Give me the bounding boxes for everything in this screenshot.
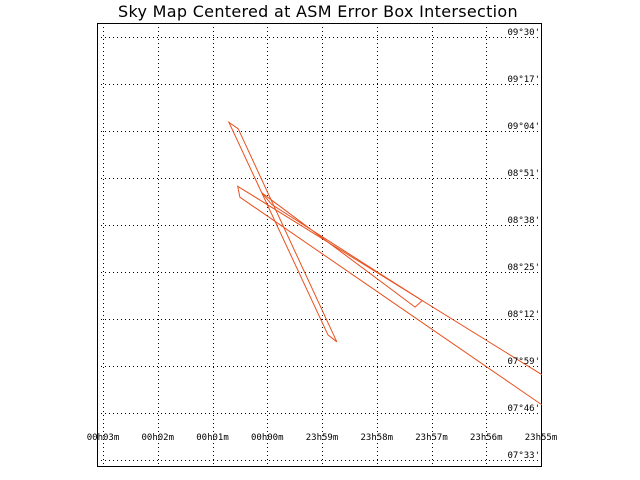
ra-tick-label: 23h55m: [525, 433, 558, 443]
ra-tick-labels: 00h03m 00h02m 00h01m 00h00m 23h59m 23h58m 23h5…: [87, 433, 558, 443]
ra-tick-label: 00h02m: [141, 433, 174, 443]
dec-tick-label: 08°12': [507, 310, 540, 320]
dec-tick-label: 09°04': [507, 122, 540, 132]
ra-tick-label: 00h03m: [87, 433, 120, 443]
dec-tick-label: 09°17': [507, 75, 540, 85]
dec-tick-label: 08°25': [507, 263, 540, 273]
asm-error-box-2: [261, 192, 424, 308]
dec-tick-label: 07°59': [507, 357, 540, 367]
error-boxes: [227, 120, 542, 406]
asm-error-box-3: [236, 185, 542, 406]
dec-tick-label: 08°51': [507, 169, 540, 179]
grid-lines: [97, 23, 542, 467]
dec-tick-label: 09°30': [507, 28, 540, 38]
chart-title: Sky Map Centered at ASM Error Box Inters…: [118, 2, 518, 21]
ra-tick-label: 23h56m: [470, 433, 503, 443]
dec-tick-label: 07°33': [507, 451, 540, 461]
ra-tick-label: 23h59m: [306, 433, 339, 443]
dec-tick-label: 07°46': [507, 404, 540, 414]
dec-tick-label: 08°38': [507, 216, 540, 226]
plot-frame: [97, 23, 542, 467]
dec-tick-labels: 09°30' 09°17' 09°04' 08°51' 08°38' 08°25' 08°1…: [507, 28, 540, 461]
ra-tick-label: 23h57m: [415, 433, 448, 443]
ra-tick-label: 23h58m: [360, 433, 393, 443]
ra-tick-label: 00h00m: [251, 433, 284, 443]
asm-error-box-1: [227, 120, 338, 343]
ra-tick-label: 00h01m: [196, 433, 229, 443]
